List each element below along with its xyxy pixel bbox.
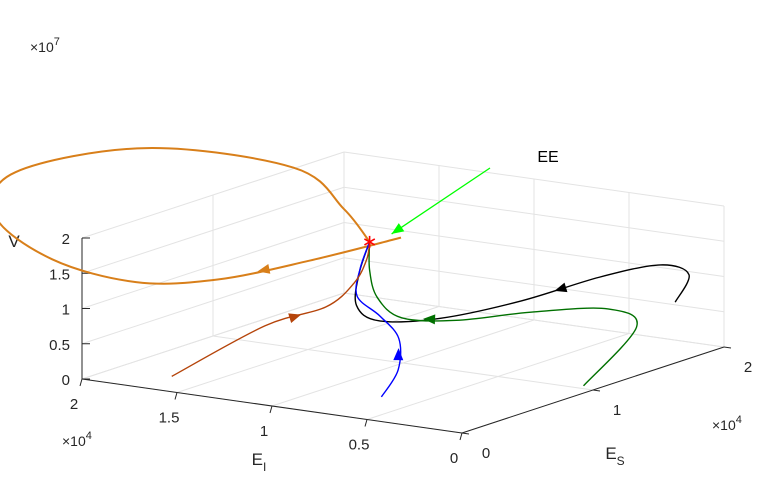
y-tick: [269, 405, 273, 414]
grid-line: [343, 151, 725, 207]
z-tick-label: 0.5: [49, 337, 70, 354]
grid-line: [81, 186, 345, 274]
equilibrium-marker: [364, 235, 376, 248]
x-tick-label: 0: [482, 445, 490, 462]
y-tick: [79, 378, 83, 387]
x-tick: [461, 432, 470, 435]
grid-line: [343, 257, 725, 313]
equilibrium-label: EE: [537, 149, 558, 166]
grid-line: [366, 333, 630, 420]
trajectory-arrow: [257, 264, 271, 274]
x-tick: [723, 346, 732, 349]
x-axis-exponent: ×104: [712, 414, 742, 433]
x-tick-label: 1: [613, 402, 621, 419]
trajectory-line: [0, 147, 402, 285]
trajectory-arrow: [288, 313, 302, 323]
trajectory-line: [368, 241, 638, 387]
x-tick: [592, 389, 601, 392]
equilibrium-arrow-line: [391, 167, 491, 235]
y-tick-label: 1.5: [159, 410, 180, 427]
annotations: EE: [364, 149, 559, 248]
grid-line: [343, 222, 725, 277]
grid-line: [81, 151, 345, 239]
y-tick-label: 0.5: [349, 437, 370, 454]
grid-line: [81, 257, 345, 345]
grid-line: [81, 292, 345, 380]
grid-lines: [81, 151, 725, 434]
grid-line: [176, 306, 440, 393]
trajectory-arrow: [393, 348, 404, 361]
trajectory-arrow: [423, 314, 436, 325]
trajectory-line: [355, 241, 402, 398]
grid-line: [343, 186, 725, 242]
y-tick-label: 1: [260, 423, 268, 440]
z-axis-exponent: ×107: [30, 36, 60, 55]
trajectory-line: [354, 241, 690, 323]
y-tick: [174, 392, 178, 400]
z-axis-label: V: [8, 232, 20, 251]
equilibrium-star-stroke: [364, 238, 376, 246]
y-tick-label: 0: [450, 450, 458, 467]
z-tick-label: 0: [62, 372, 70, 389]
trajectories: [0, 147, 690, 398]
y-axis-label: EI: [252, 450, 267, 474]
y-tick: [364, 419, 368, 427]
trajectory-line: [171, 241, 371, 377]
grid-line: [81, 222, 345, 309]
x-tick-label: 2: [744, 359, 752, 376]
z-tick-label: 1.5: [49, 266, 70, 283]
y-tick: [459, 432, 463, 441]
y-axis-exponent: ×104: [62, 430, 92, 449]
z-tick-label: 2: [62, 231, 70, 248]
grid-line: [271, 319, 535, 407]
z-tick-label: 1: [62, 302, 70, 319]
x-axis-label: ES: [605, 444, 624, 468]
y-tick-label: 2: [70, 396, 78, 413]
trajectory-arrow: [554, 282, 568, 293]
equilibrium-arrow-head: [391, 223, 405, 234]
